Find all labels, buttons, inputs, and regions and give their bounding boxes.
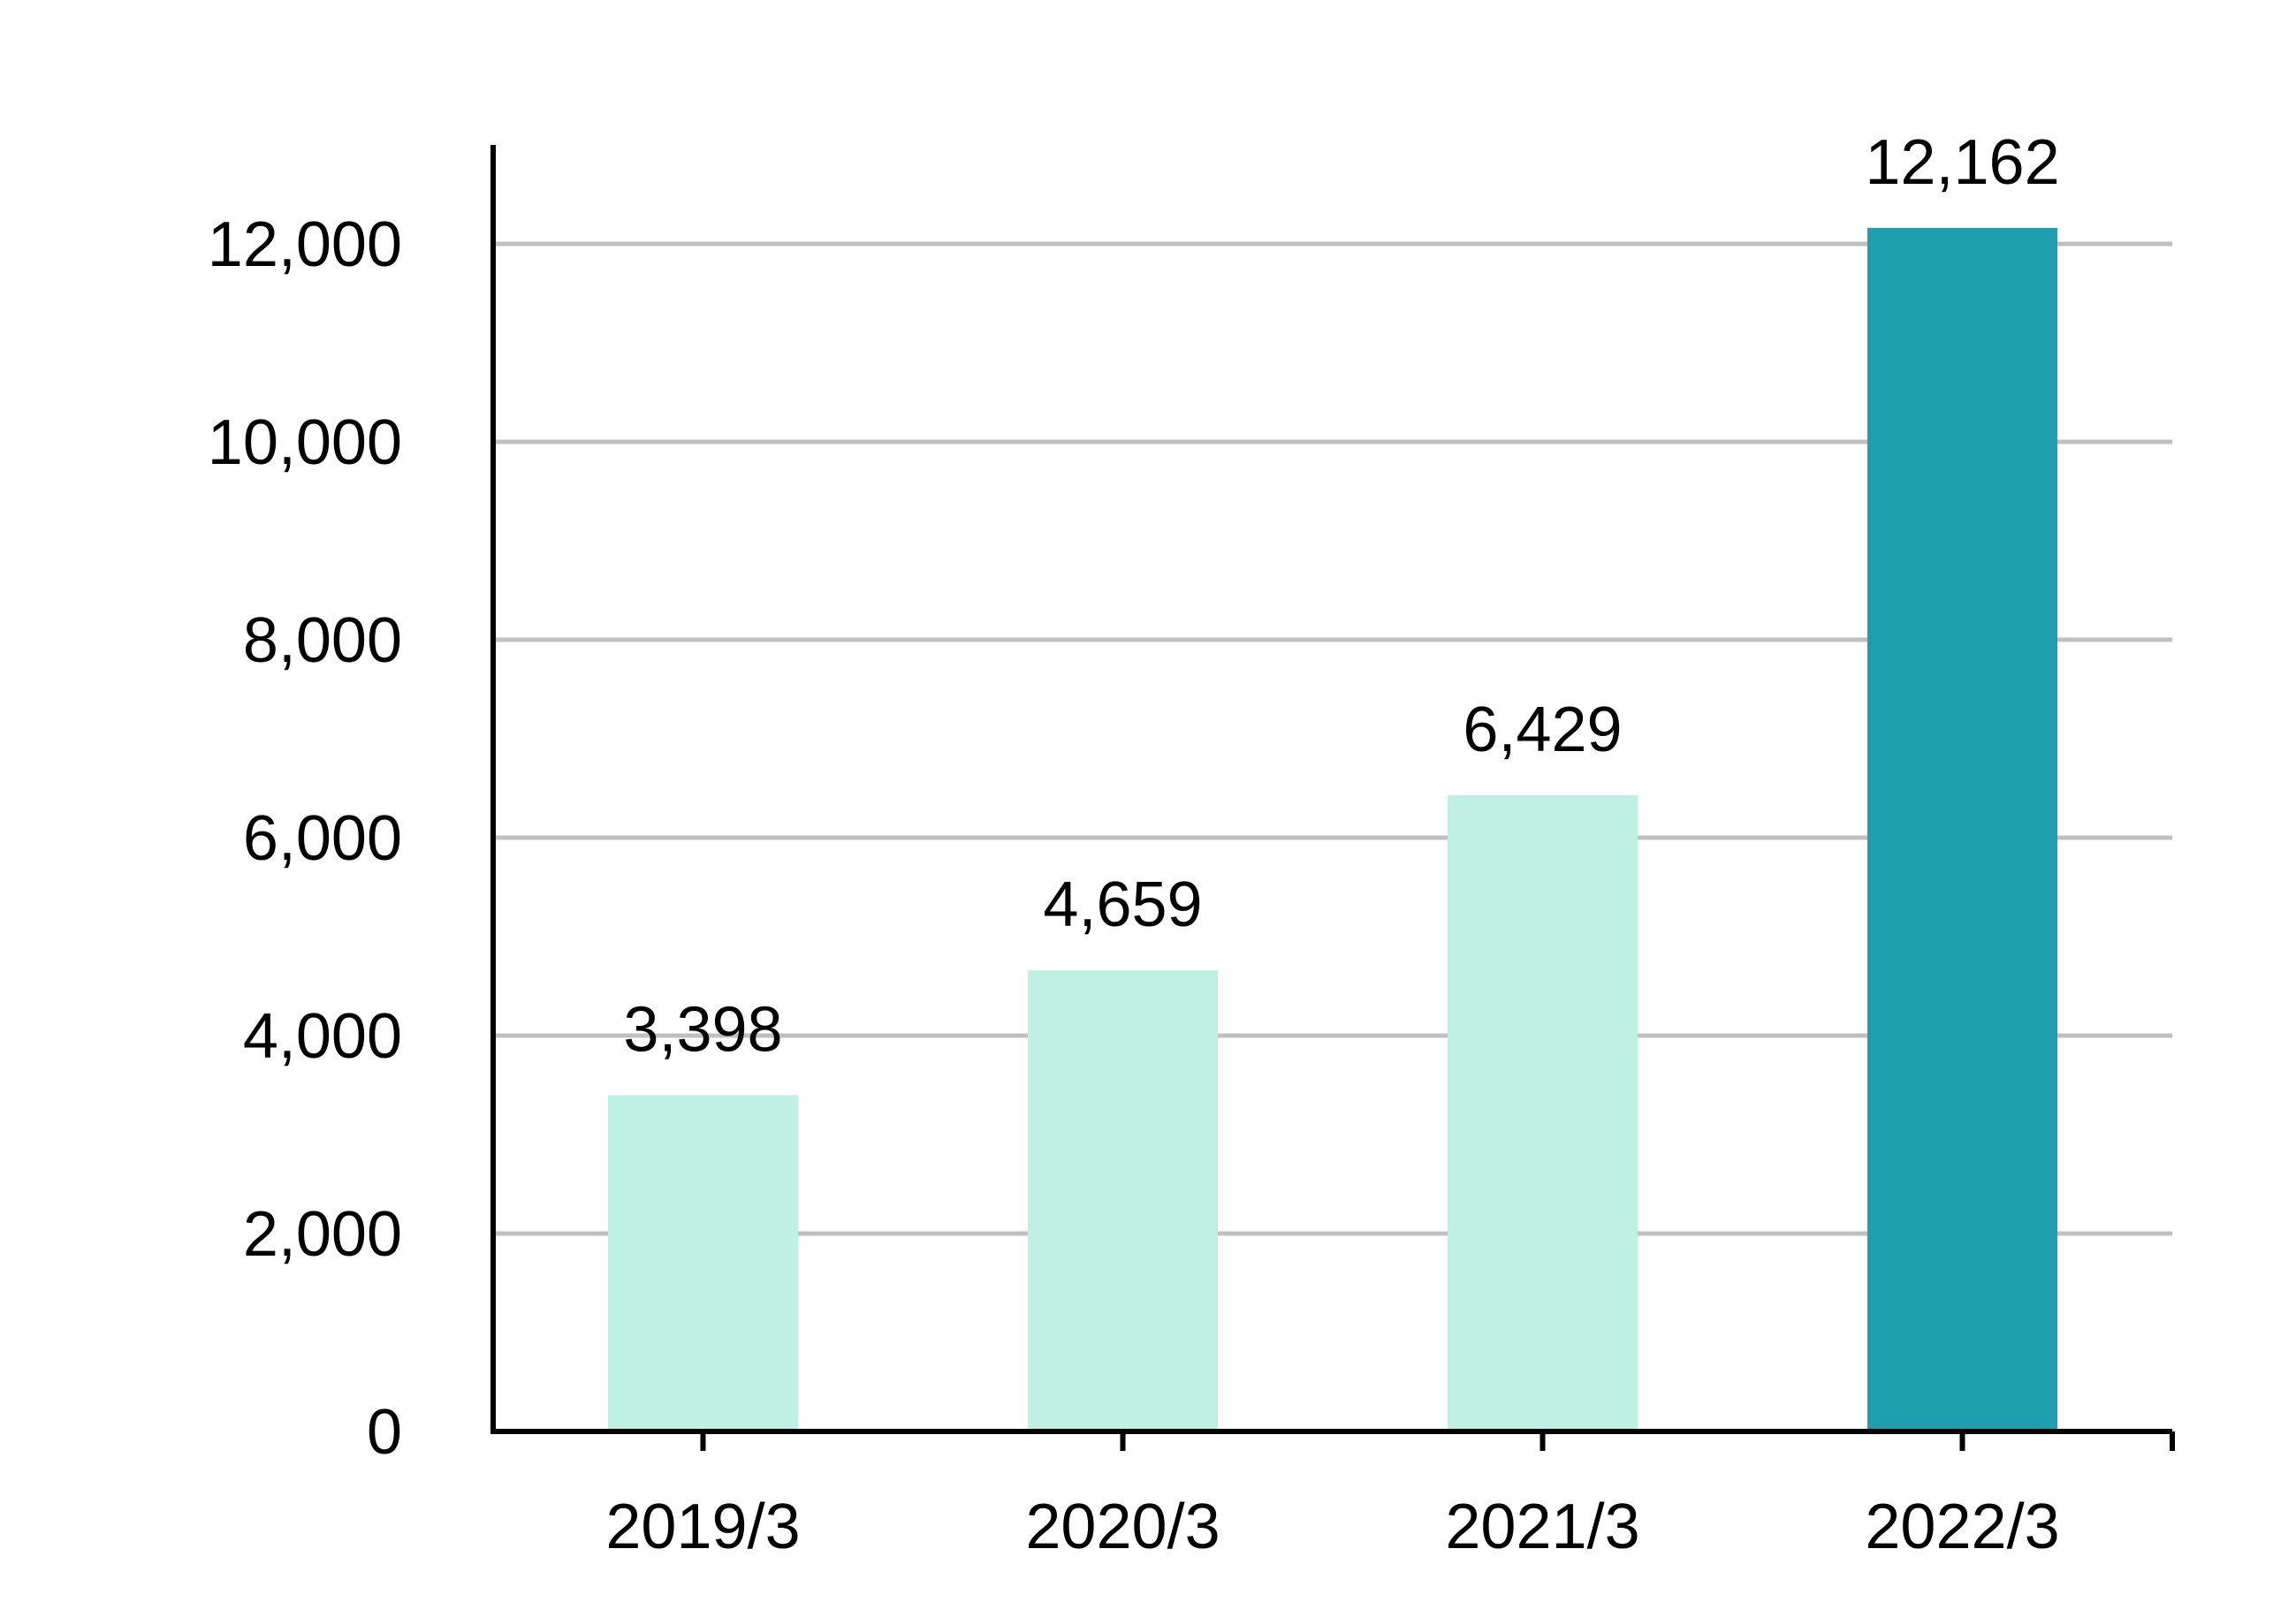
y-tick-label: 2,000 (243, 1199, 402, 1270)
bar (1867, 227, 2057, 1432)
bar (1028, 970, 1218, 1431)
x-tick-label: 2021/3 (1445, 1492, 1639, 1562)
bars (608, 227, 2057, 1432)
data-label: 12,162 (1865, 127, 2059, 198)
x-tick-label: 2022/3 (1865, 1492, 2059, 1562)
y-tick-label: 12,000 (208, 209, 402, 280)
axes (490, 145, 2175, 1451)
y-tick-label: 6,000 (243, 803, 402, 874)
bar (1448, 794, 1638, 1431)
y-tick-label: 0 (367, 1397, 402, 1468)
y-tick-label: 4,000 (243, 1001, 402, 1072)
y-tick-label: 10,000 (208, 407, 402, 478)
y-tick-label: 8,000 (243, 605, 402, 676)
x-tick-label: 2019/3 (605, 1492, 800, 1562)
data-label: 4,659 (1043, 869, 1202, 940)
bar (608, 1095, 798, 1431)
data-label: 6,429 (1463, 695, 1622, 765)
labels: 0 2,000 4,000 6,000 8,000 10,000 12,000 3,398 20… (208, 127, 2060, 1562)
x-tick-label: 2020/3 (1025, 1492, 1220, 1562)
data-label: 3,398 (623, 994, 782, 1065)
